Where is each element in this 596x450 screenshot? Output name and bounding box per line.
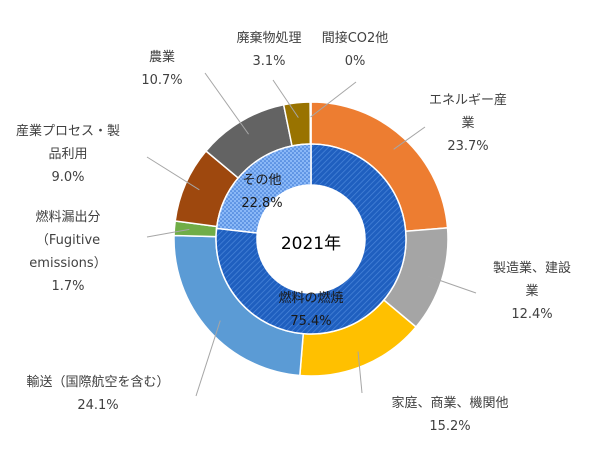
slice-category-label-2: 家庭、商業、機関他 — [391, 395, 508, 411]
leader-line-8 — [310, 81, 357, 118]
inner-slice-1 — [215, 143, 312, 234]
leader-line-3 — [195, 320, 221, 397]
slice-category-label-1: 業 — [525, 283, 538, 299]
slice-category-label-0: 業 — [461, 115, 474, 131]
leader-line-5 — [146, 156, 200, 191]
leader-lines — [146, 72, 477, 397]
slice-category-label-3: 輸送（国際航空を含む） — [26, 374, 169, 390]
inner-category-label-0: 燃料の燃焼 — [278, 290, 343, 306]
slice-category-label-8: 間接CO2他 — [322, 30, 389, 46]
slice-value-label-3: 24.1% — [77, 398, 118, 413]
slice-value-label-0: 23.7% — [447, 139, 488, 154]
leader-line-0 — [393, 126, 426, 150]
inner-category-label-1: その他 — [242, 173, 281, 188]
slice-value-label-5: 9.0% — [51, 170, 84, 185]
leader-line-7 — [272, 79, 299, 118]
slice-category-label-1: 製造業、建設 — [493, 260, 571, 276]
slice-value-label-1: 12.4% — [511, 307, 552, 322]
slice-value-label-7: 3.1% — [252, 54, 285, 69]
slice-category-label-5: 産業プロセス・製 — [16, 123, 120, 139]
slice-category-label-4: 燃料漏出分 — [35, 209, 100, 225]
inner-slice-0 — [215, 143, 407, 335]
slice-category-label-7: 廃棄物処理 — [236, 30, 301, 46]
slice-category-label-6: 農業 — [149, 49, 175, 65]
slice-category-label-4: emissions） — [29, 256, 106, 271]
slice-category-label-0: エネルギー産 — [429, 92, 507, 108]
slice-value-label-2: 15.2% — [429, 419, 470, 434]
slice-category-label-4: （Fugitive — [36, 233, 100, 248]
inner-ring — [215, 143, 407, 335]
leader-line-1 — [427, 275, 477, 294]
leader-line-6 — [204, 72, 249, 135]
leader-line-4 — [146, 228, 190, 238]
inner-value-label-1: 22.8% — [241, 196, 282, 211]
center-label: 2021年 — [281, 234, 341, 254]
outer-slice-8 — [309, 101, 312, 145]
slice-value-label-8: 0% — [345, 54, 366, 69]
slice-category-label-5: 品利用 — [48, 147, 87, 162]
leader-line-2 — [357, 351, 363, 394]
inner-value-label-0: 75.4% — [290, 314, 331, 329]
slice-value-label-6: 10.7% — [141, 73, 182, 88]
slice-labels: エネルギー産業23.7%製造業、建設業12.4%家庭、商業、機関他15.2%輸送… — [16, 30, 571, 434]
slice-value-label-4: 1.7% — [51, 279, 84, 294]
